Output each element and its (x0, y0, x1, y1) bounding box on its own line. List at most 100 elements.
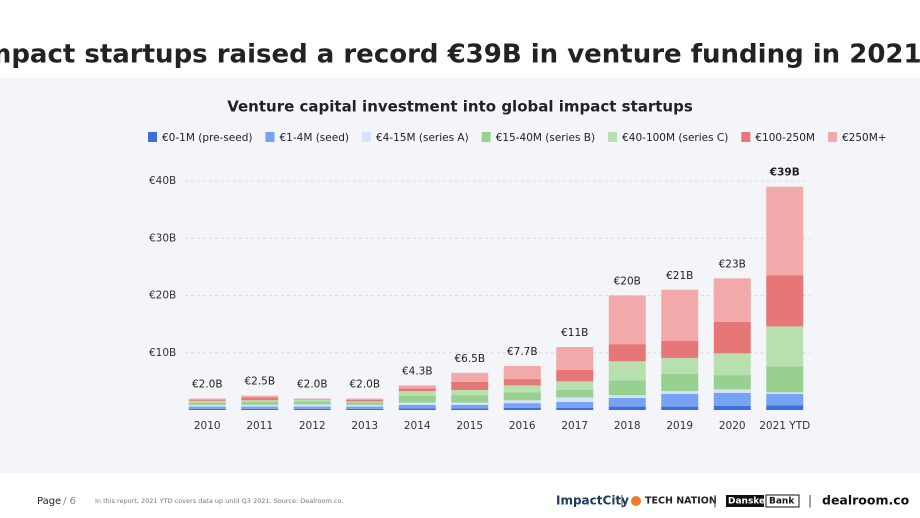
page-number: / 6 (63, 496, 76, 507)
bar-segment (556, 397, 594, 402)
bar-segment (398, 391, 436, 396)
bar-segment (608, 344, 646, 362)
bar-segment (713, 389, 751, 393)
legend-swatch (827, 132, 837, 142)
bar-segment (188, 398, 226, 400)
bar-segment (713, 375, 751, 390)
page-label: Page (37, 496, 61, 507)
footnote: In this report, 2021 YTD covers data up … (95, 497, 343, 505)
total-label: €39B (769, 167, 800, 179)
bar-segment (503, 365, 541, 380)
bar-segment (293, 401, 331, 405)
bar-segment (451, 389, 489, 396)
bar-segment (766, 392, 804, 394)
bar-segment (661, 373, 699, 392)
bar-segment (503, 403, 541, 408)
legend-label: €250M+ (842, 132, 887, 144)
logo-box (765, 494, 800, 508)
y-tick-label: €20B (149, 290, 176, 302)
bar-segment (713, 353, 751, 376)
total-label: €6.5B (454, 353, 485, 365)
logo: ImpactCity (556, 494, 629, 508)
bar-segment (451, 395, 489, 403)
bar-segment (556, 401, 594, 408)
bar-segment (188, 402, 226, 405)
bar-segment (451, 408, 489, 410)
bar-segment (713, 405, 751, 410)
bar-segment (293, 398, 331, 400)
bar-segment (188, 404, 226, 407)
bar-segment (766, 366, 804, 393)
bar-segment (503, 400, 541, 404)
logo-box (726, 495, 764, 507)
logo: Bank (769, 497, 795, 507)
y-tick-label: €30B (149, 232, 176, 244)
total-label: €21B (666, 270, 693, 282)
total-label: €2.0B (297, 379, 328, 391)
bar-segment (398, 404, 436, 409)
x-tick-label: 2021 YTD (759, 420, 810, 432)
legend-label: €4-15M (series A) (376, 132, 469, 144)
bar-segment (346, 401, 384, 403)
chart-title: Venture capital investment into global i… (227, 98, 693, 116)
total-label: €4.3B (402, 365, 433, 377)
bar-segment (451, 404, 489, 409)
bar-segment (451, 381, 489, 390)
legend-label: €40-100M (series C) (622, 132, 728, 144)
bar-segment (451, 402, 489, 405)
total-label: €23B (719, 258, 746, 270)
bar-segment (451, 372, 489, 382)
bar-segment (503, 392, 541, 401)
separator: | (620, 494, 624, 508)
x-tick-label: 2019 (666, 420, 693, 432)
bar-segment (608, 406, 646, 410)
bar-segment (661, 393, 699, 407)
logo-icon (631, 496, 641, 506)
x-tick-label: 2012 (299, 420, 326, 432)
bar-segment (608, 361, 646, 381)
logo: TECH NATION (645, 496, 717, 507)
total-label: €20B (614, 276, 641, 288)
bar-segment (241, 401, 279, 405)
bar-segment (713, 321, 751, 354)
legend-swatch (481, 132, 491, 142)
legend-swatch (265, 132, 275, 142)
bar-segment (293, 399, 331, 400)
total-label: €2.5B (244, 376, 275, 388)
bar-segment (608, 295, 646, 345)
bar-segment (346, 404, 384, 407)
x-tick-label: 2018 (614, 420, 641, 432)
bar-segment (556, 369, 594, 382)
total-label: €7.7B (507, 346, 538, 358)
bar-segment (293, 406, 331, 409)
bar-segment (398, 402, 436, 405)
x-tick-label: 2014 (404, 420, 431, 432)
bar-segment (346, 399, 384, 402)
bar-segment (608, 395, 646, 398)
bar-segment (241, 406, 279, 409)
separator: | (713, 494, 717, 508)
bar-segment (346, 406, 384, 409)
bar-segment (556, 407, 594, 410)
bar-segment (241, 395, 279, 398)
headline: Impact startups raised a record €39B in … (0, 40, 920, 70)
x-tick-label: 2010 (194, 420, 221, 432)
x-tick-label: 2016 (509, 420, 536, 432)
y-tick-label: €40B (149, 175, 176, 187)
bar-segment (766, 326, 804, 367)
bar-segment (556, 389, 594, 398)
x-tick-label: 2017 (561, 420, 588, 432)
bar-segment (503, 385, 541, 393)
bar-segment (556, 381, 594, 390)
bar-segment (398, 388, 436, 392)
legend-label: €0-1M (pre-seed) (162, 132, 252, 144)
bar-segment (241, 408, 279, 410)
bar-segment (766, 275, 804, 327)
separator: | (808, 494, 812, 508)
bar-segment (346, 402, 384, 405)
bar-segment (346, 408, 384, 410)
bar-segment (398, 408, 436, 410)
legend-label: €15-40M (series B) (496, 132, 595, 144)
legend-swatch (361, 132, 371, 142)
bar-segment (661, 406, 699, 410)
